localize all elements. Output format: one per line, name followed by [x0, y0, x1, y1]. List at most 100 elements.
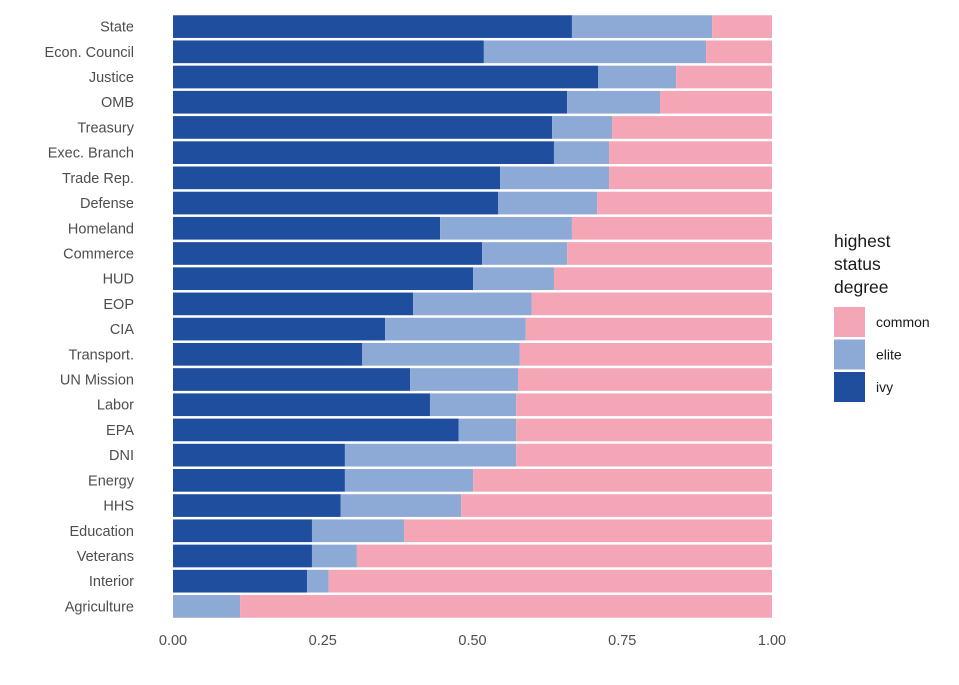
bar-cia-ivy [173, 317, 386, 341]
bar-row-commerce [173, 242, 772, 265]
y-tick-label-eop: EOP [103, 297, 134, 313]
y-tick-label-agriculture: Agriculture [65, 599, 134, 615]
y-tick-label-homeland: Homeland [68, 221, 134, 237]
bar-labor-elite [429, 393, 517, 417]
bar-defense-common [597, 191, 772, 215]
x-tick-label-0-75: 0.75 [608, 633, 636, 649]
bar-row-hud [173, 267, 772, 291]
bar-transport-elite [362, 342, 520, 366]
y-tick-label-omb: OMB [101, 95, 134, 111]
bar-education-elite [311, 519, 405, 543]
bar-un-mission-ivy [173, 368, 411, 391]
y-tick-label-un-mission: UN Mission [60, 373, 134, 389]
y-tick-label-trade-rep: Trade Rep. [62, 171, 134, 187]
bar-row-econ-council [173, 40, 772, 64]
y-tick-label-hhs: HHS [103, 499, 134, 515]
bar-justice-common [676, 65, 772, 89]
bar-agriculture-common [240, 595, 773, 618]
bar-row-education [173, 519, 772, 543]
bar-exec-branch-ivy [173, 141, 554, 164]
bar-state-common [712, 15, 772, 38]
bar-veterans-common [356, 544, 772, 568]
bar-commerce-ivy [173, 242, 483, 265]
bar-exec-branch-elite [553, 141, 610, 164]
y-tick-label-veterans: Veterans [77, 549, 134, 565]
bar-dni-elite [344, 443, 517, 467]
bar-econ-council-ivy [173, 40, 484, 64]
bar-econ-council-common [706, 40, 772, 64]
bar-eop-elite [413, 292, 532, 316]
bar-row-hhs [173, 494, 772, 517]
bar-row-labor [173, 393, 772, 417]
legend-title-line-1: highest [834, 231, 891, 251]
bar-row-veterans [173, 544, 772, 568]
bar-un-mission-elite [410, 368, 519, 391]
y-tick-label-commerce: Commerce [63, 246, 134, 262]
bar-justice-ivy [173, 65, 599, 89]
bar-hhs-ivy [173, 494, 341, 517]
bar-row-treasury [173, 116, 772, 139]
bar-cia-common [525, 317, 772, 341]
bar-commerce-common [567, 242, 772, 265]
y-tick-label-econ-council: Econ. Council [45, 45, 134, 61]
y-tick-label-cia: CIA [110, 322, 135, 338]
bar-defense-elite [498, 191, 598, 215]
bar-hhs-elite [340, 494, 462, 517]
bar-row-eop [173, 292, 772, 316]
bar-exec-branch-common [609, 141, 772, 164]
bar-transport-ivy [173, 342, 363, 366]
bar-trade-rep-common [609, 166, 772, 190]
bar-homeland-ivy [173, 216, 441, 240]
bar-transport-common [519, 342, 772, 366]
bar-econ-council-elite [483, 40, 707, 64]
y-tick-label-education: Education [70, 524, 135, 540]
bar-interior-elite [307, 569, 329, 593]
bar-row-omb [173, 90, 772, 114]
bar-treasury-elite [552, 116, 613, 139]
y-tick-label-energy: Energy [88, 473, 135, 489]
bar-defense-ivy [173, 191, 499, 215]
legend-label-ivy: ivy [876, 379, 893, 395]
bar-treasury-common [612, 116, 772, 139]
y-tick-label-treasury: Treasury [77, 120, 134, 136]
legend-label-common: common [876, 314, 930, 330]
y-tick-label-interior: Interior [89, 574, 134, 590]
bar-treasury-ivy [173, 116, 553, 139]
y-tick-label-state: State [100, 20, 134, 36]
legend-title-line-3: degree [834, 277, 889, 297]
bar-epa-common [516, 418, 772, 442]
bar-energy-ivy [173, 469, 345, 492]
bar-omb-ivy [173, 90, 568, 114]
bar-homeland-common [571, 216, 772, 240]
legend-title-line-2: status [834, 254, 881, 274]
bar-energy-common [473, 469, 772, 492]
bar-row-exec-branch [173, 141, 772, 164]
bar-row-trade-rep [173, 166, 772, 190]
legend-items: common elite ivy [834, 307, 930, 402]
bar-veterans-ivy [173, 544, 312, 568]
x-axis-labels: 0.00 0.25 0.50 0.75 1.00 [159, 633, 786, 649]
bar-hud-elite [473, 267, 554, 291]
bar-interior-common [328, 569, 772, 593]
bar-row-cia [173, 317, 772, 341]
bar-justice-elite [598, 65, 677, 89]
bar-interior-ivy [173, 569, 308, 593]
bar-epa-elite [458, 418, 517, 442]
bar-omb-common [659, 90, 772, 114]
y-tick-label-exec-branch: Exec. Branch [48, 146, 134, 162]
bar-row-interior [173, 569, 772, 593]
y-tick-label-defense: Defense [80, 196, 134, 212]
bar-labor-ivy [173, 393, 430, 417]
bar-cia-elite [385, 317, 526, 341]
legend-swatch-ivy [834, 372, 865, 402]
bar-education-ivy [173, 519, 312, 543]
legend-swatch-elite [834, 339, 865, 370]
bar-row-dni [173, 443, 772, 467]
y-tick-label-labor: Labor [97, 398, 134, 414]
bar-dni-ivy [173, 443, 345, 467]
bar-trade-rep-ivy [173, 166, 501, 190]
bar-row-homeland [173, 216, 772, 240]
bar-labor-common [516, 393, 772, 417]
bar-agriculture-elite [173, 595, 241, 618]
bar-row-justice [173, 65, 772, 89]
